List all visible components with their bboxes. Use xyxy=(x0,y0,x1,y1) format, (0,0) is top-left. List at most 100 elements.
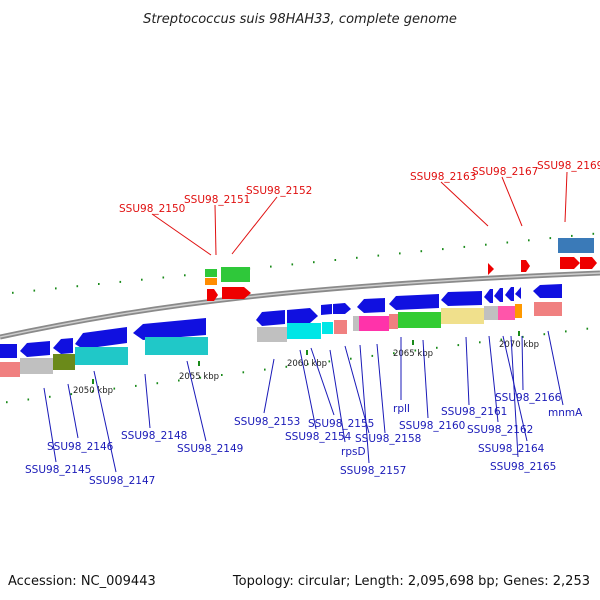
track-dot xyxy=(328,360,331,363)
gene-label[interactable]: SSU98_2169 xyxy=(537,160,600,172)
track-dot xyxy=(522,335,524,338)
scale-tick-label: 2060 kbp xyxy=(287,359,327,369)
gene-arrow[interactable] xyxy=(389,294,439,310)
track-dot xyxy=(586,327,589,330)
gene-label[interactable]: rplI xyxy=(393,403,410,415)
gene-labels-top: SSU98_2150 SSU98_2151 SSU98_2152 SSU98_2… xyxy=(119,160,600,215)
track-dot xyxy=(33,289,36,292)
gene-feature[interactable] xyxy=(145,337,208,355)
gene-feature[interactable] xyxy=(534,302,562,316)
track-dot xyxy=(291,263,294,266)
gene-arrow[interactable] xyxy=(222,287,251,299)
track-dot xyxy=(457,344,460,347)
gene-arrow[interactable] xyxy=(75,327,127,349)
dotted-track xyxy=(6,232,595,404)
gene-label[interactable]: SSU98_2149 xyxy=(177,443,243,455)
track-dot xyxy=(12,291,14,294)
gene-label[interactable]: SSU98_2162 xyxy=(467,424,533,436)
accession-text: Accession: NC_009443 xyxy=(8,574,156,589)
gene-arrow[interactable] xyxy=(53,338,73,354)
track-dot xyxy=(49,395,51,398)
track-dot xyxy=(221,374,223,376)
gene-feature[interactable] xyxy=(287,323,321,339)
gene-arrow[interactable] xyxy=(207,289,218,301)
gene-feature[interactable] xyxy=(20,358,53,374)
track-dot xyxy=(592,232,595,235)
track-dot xyxy=(371,354,374,357)
gene-label[interactable]: SSU98_2150 xyxy=(119,203,185,215)
gene-label[interactable]: SSU98_2165 xyxy=(490,461,556,473)
gene-feature[interactable] xyxy=(389,314,398,329)
gene-label[interactable]: SSU98_2160 xyxy=(399,420,465,432)
gene-arrow[interactable] xyxy=(580,257,597,269)
gene-feature[interactable] xyxy=(515,304,522,318)
gene-feature[interactable] xyxy=(498,306,515,320)
gene-label[interactable]: SSU98_2166 xyxy=(495,392,562,404)
genome-summary-text: Topology: circular; Length: 2,095,698 bp… xyxy=(232,574,590,589)
gene-feature[interactable] xyxy=(257,327,287,342)
track-dot xyxy=(334,259,337,261)
gene-arrow[interactable] xyxy=(256,310,285,326)
gene-feature[interactable] xyxy=(53,354,75,370)
gene-feature[interactable] xyxy=(398,312,441,328)
gene-feature[interactable] xyxy=(441,308,484,324)
gene-label[interactable]: rpsD xyxy=(341,446,366,458)
track-dot xyxy=(178,379,180,382)
gene-arrow[interactable] xyxy=(321,304,332,315)
gene-arrow[interactable] xyxy=(515,287,521,299)
gene-arrow[interactable] xyxy=(533,284,562,298)
gene-feature[interactable] xyxy=(221,267,250,282)
gene-arrow[interactable] xyxy=(441,291,482,306)
gene-label[interactable]: SSU98_2148 xyxy=(121,430,187,442)
genome-title: Streptococcus suis 98HAH33, complete gen… xyxy=(143,12,457,27)
gene-feature[interactable] xyxy=(484,306,498,320)
gene-label[interactable]: SSU98_2145 xyxy=(25,464,91,476)
gene-feature[interactable] xyxy=(558,238,594,253)
gene-feature[interactable] xyxy=(205,269,217,277)
track-dot xyxy=(307,363,309,366)
gene-label[interactable]: SSU98_2157 xyxy=(340,465,406,477)
gene-label[interactable]: SSU98_2154 xyxy=(285,431,352,443)
gene-feature[interactable] xyxy=(75,347,128,365)
gene-label[interactable]: SSU98_2146 xyxy=(47,441,114,453)
leader-lines-bottom xyxy=(43,330,564,473)
gene-arrow[interactable] xyxy=(488,263,494,275)
gene-arrow[interactable] xyxy=(494,288,503,302)
gene-feature[interactable] xyxy=(359,316,389,331)
gene-arrow[interactable] xyxy=(333,303,351,314)
gene-label[interactable]: SSU98_2155 xyxy=(308,418,374,430)
gene-label[interactable]: SSU98_2161 xyxy=(441,406,507,418)
track-dot xyxy=(92,390,94,393)
gene-arrow[interactable] xyxy=(20,341,50,357)
gene-arrow[interactable] xyxy=(521,260,530,272)
track-dot xyxy=(141,278,143,281)
lower-gene-track xyxy=(0,284,562,358)
gene-label[interactable]: SSU98_2163 xyxy=(410,171,476,183)
track-dot xyxy=(436,346,438,349)
track-dot xyxy=(377,254,380,257)
gene-label[interactable]: SSU98_2153 xyxy=(234,416,300,428)
track-dot xyxy=(442,248,444,251)
gene-label[interactable]: SSU98_2151 xyxy=(184,194,250,206)
gene-feature[interactable] xyxy=(322,322,333,334)
gene-label[interactable]: SSU98_2152 xyxy=(246,185,312,197)
gene-arrow[interactable] xyxy=(0,344,17,358)
gene-arrow[interactable] xyxy=(133,318,206,340)
gene-label[interactable]: mnmA xyxy=(548,407,583,419)
gene-arrow[interactable] xyxy=(505,287,514,301)
gene-arrow[interactable] xyxy=(560,257,580,269)
gene-label[interactable]: SSU98_2164 xyxy=(478,443,545,455)
gene-arrow[interactable] xyxy=(484,289,493,303)
gene-label[interactable]: SSU98_2167 xyxy=(472,166,538,178)
gene-label[interactable]: SSU98_2158 xyxy=(355,433,421,445)
gene-label[interactable]: SSU98_2147 xyxy=(89,475,155,487)
gene-feature[interactable] xyxy=(353,316,359,331)
gene-arrow[interactable] xyxy=(357,298,385,313)
gene-feature[interactable] xyxy=(205,278,217,285)
scale-tick-label: 2050 kbp xyxy=(73,386,113,396)
track-dot xyxy=(199,376,202,379)
gene-arrow[interactable] xyxy=(287,308,318,325)
gene-feature[interactable] xyxy=(0,362,20,377)
gene-feature[interactable] xyxy=(334,320,347,334)
